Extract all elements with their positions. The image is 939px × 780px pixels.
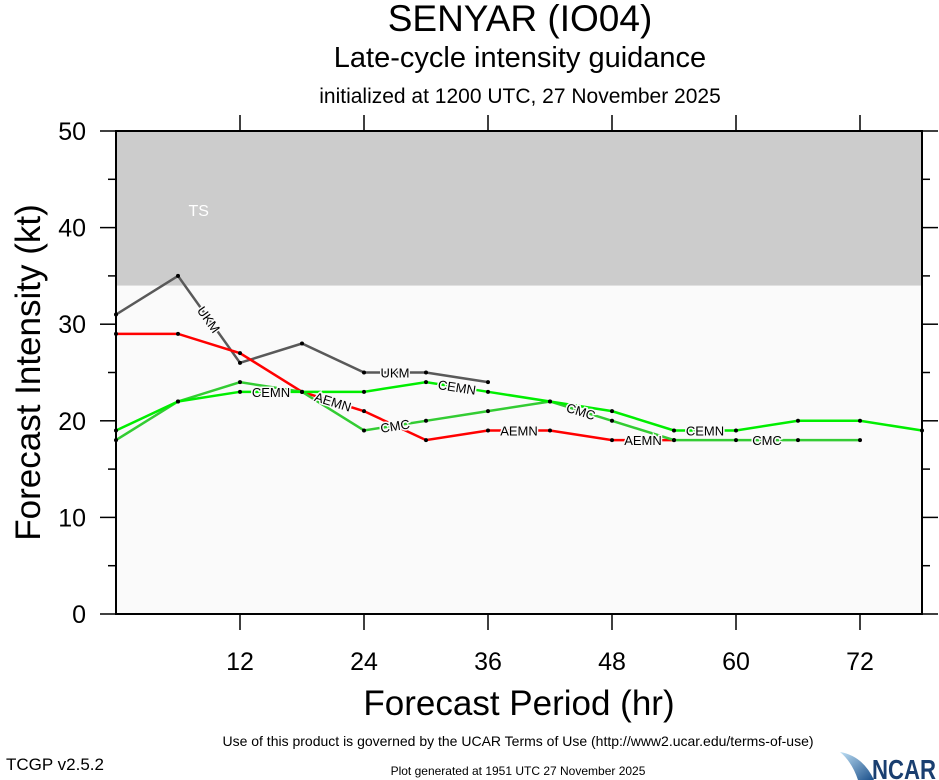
series-label-cemn: CEMN: [686, 423, 724, 438]
chart-init-time: initialized at 1200 UTC, 27 November 202…: [319, 85, 721, 108]
plot-frame: [115, 130, 923, 615]
data-point-cemn: [858, 418, 862, 423]
data-point-cemn: [300, 389, 304, 394]
data-point-aemn: [176, 331, 180, 336]
x-tick-label: 48: [598, 648, 626, 676]
y-tick-label: 10: [58, 504, 86, 532]
x-tick-label: 24: [350, 648, 378, 676]
series-label-ukm: UKM: [381, 366, 410, 381]
y-axis-label: Forecast Intensity (kt): [9, 204, 48, 540]
data-point-ukm: [238, 360, 242, 365]
terms-of-use-text: Use of this product is governed by the U…: [222, 733, 814, 749]
generated-time: Plot generated at 1951 UTC 27 November 2…: [390, 764, 646, 778]
data-point-cemn: [548, 399, 552, 404]
data-point-cmc: [362, 428, 366, 433]
series-label-cmc: CMC: [752, 433, 782, 448]
data-point-aemn: [486, 428, 490, 433]
x-tick-label: 72: [846, 648, 874, 676]
band-label: TS: [188, 203, 208, 220]
data-point-cmc: [734, 438, 738, 443]
data-point-aemn: [424, 438, 428, 443]
y-tick-label: 0: [72, 601, 86, 629]
x-axis-label: Forecast Period (hr): [363, 684, 675, 723]
x-tick-label: 12: [226, 648, 254, 676]
version-label: TCGP v2.5.2: [6, 755, 104, 774]
data-point-cmc: [238, 380, 242, 385]
data-point-cemn: [672, 428, 676, 433]
data-point-aemn: [362, 409, 366, 414]
x-tick-label: 36: [474, 648, 502, 676]
data-point-cemn: [238, 389, 242, 394]
data-point-cmc: [672, 438, 676, 443]
data-point-ukm: [300, 341, 304, 346]
chart-subtitle: Late-cycle intensity guidance: [333, 42, 707, 74]
series-label-aemn: AEMN: [624, 433, 662, 448]
series-label-aemn: AEMN: [500, 423, 538, 438]
data-point-cemn: [176, 399, 180, 404]
svg-text:NCAR: NCAR: [872, 754, 936, 780]
series-line-cemn: [115, 380, 923, 432]
data-point-aemn: [610, 438, 614, 443]
x-tick-label: 60: [722, 648, 750, 676]
data-point-cemn: [796, 418, 800, 423]
data-point-cemn: [486, 389, 490, 394]
data-point-cmc: [424, 418, 428, 423]
data-point-aemn: [238, 351, 242, 356]
data-point-ukm: [486, 380, 490, 385]
ncar-logo: NCAR: [840, 752, 936, 780]
data-point-cemn: [734, 428, 738, 433]
data-point-cmc: [610, 418, 614, 423]
chart-title: SENYAR (IO04): [387, 0, 653, 39]
band-ts: [116, 131, 922, 286]
data-point-cmc: [486, 409, 490, 414]
y-tick-label: 20: [58, 408, 86, 436]
series-label-cemn: CEMN: [252, 385, 290, 400]
data-point-cemn: [362, 389, 366, 394]
data-point-cemn: [610, 409, 614, 414]
data-point-ukm: [424, 370, 428, 375]
y-tick-label: 50: [58, 118, 86, 146]
y-tick-label: 40: [58, 215, 86, 243]
data-point-cmc: [796, 438, 800, 443]
data-point-ukm: [176, 273, 180, 278]
data-point-cemn: [424, 380, 428, 385]
y-tick-label: 30: [58, 311, 86, 339]
data-point-cmc: [858, 438, 862, 443]
series-label-cmc: CMC: [379, 416, 411, 435]
data-point-aemn: [548, 428, 552, 433]
data-point-ukm: [362, 370, 366, 375]
